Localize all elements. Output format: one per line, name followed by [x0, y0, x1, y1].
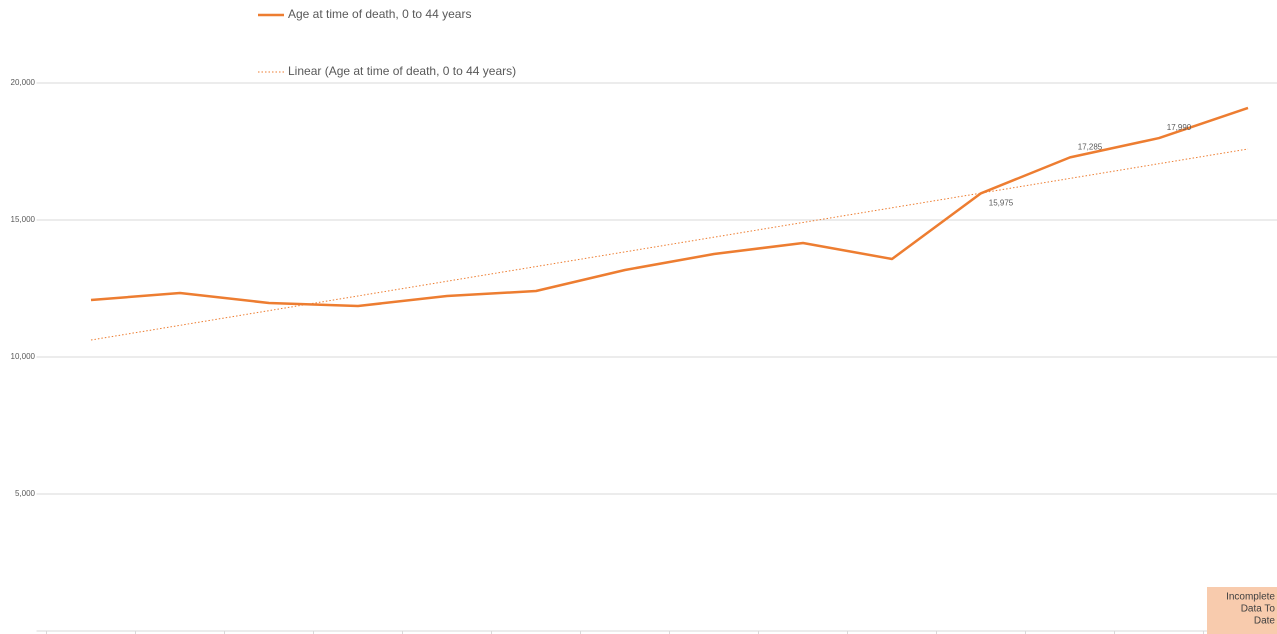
trend-line	[90, 148, 1249, 341]
legend-label: Age at time of death, 0 to 44 years	[288, 7, 471, 21]
y-tick-label: 5,000	[15, 489, 36, 498]
legend-label: Linear (Age at time of death, 0 to 44 ye…	[288, 64, 516, 78]
y-tick-label: 20,000	[11, 78, 36, 87]
data-line	[90, 106, 1249, 308]
annotation-text: Data To	[1241, 604, 1276, 615]
data-label: 17,990	[1167, 123, 1192, 132]
annotation-text: Date	[1254, 616, 1276, 627]
annotation-text: Incomplete	[1226, 592, 1275, 603]
y-tick-label: 15,000	[11, 215, 36, 224]
y-tick-label: 10,000	[11, 352, 36, 361]
annotation-box	[1207, 587, 1277, 634]
data-label: 17,285	[1078, 142, 1103, 151]
data-label: 15,975	[989, 198, 1014, 207]
